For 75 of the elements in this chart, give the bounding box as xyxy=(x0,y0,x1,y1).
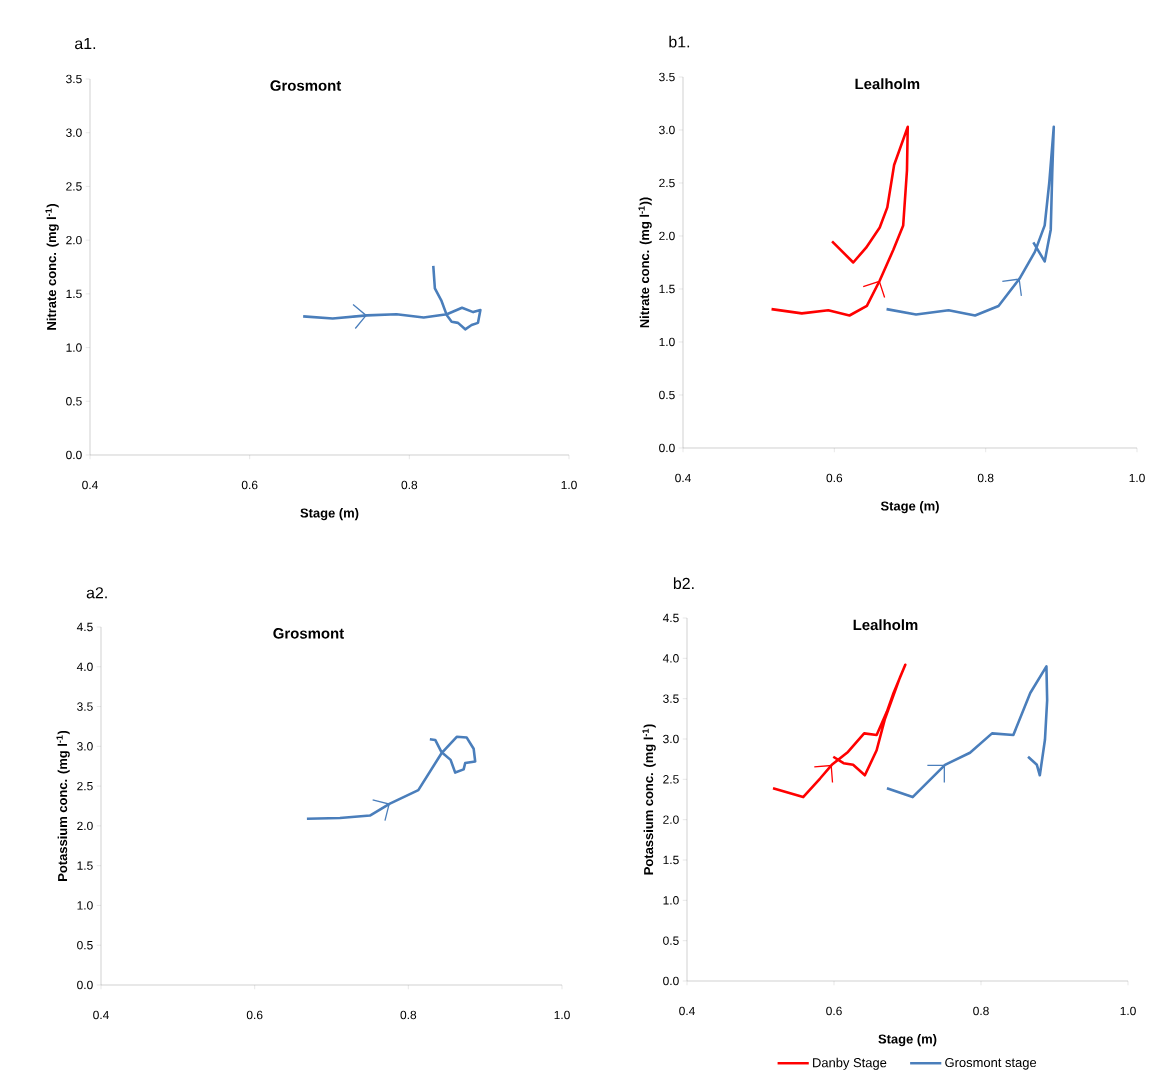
y-tick-label: 0.0 xyxy=(659,443,675,453)
y-tick-label: 0.5 xyxy=(663,936,679,945)
x-axis-title: Stage (m) xyxy=(880,501,939,514)
y-tick-label: 4.0 xyxy=(76,662,93,671)
y-tick-label: 3.5 xyxy=(663,694,679,703)
x-tick-label: 0.8 xyxy=(977,473,994,483)
chart-title: Grosmont xyxy=(273,628,344,639)
y-axis-title: Potassium conc. (mg l$^{-1}$) xyxy=(642,724,656,875)
line-series xyxy=(770,125,910,317)
x-tick-label: 0.6 xyxy=(241,480,258,490)
y-tick-label: 2.5 xyxy=(77,781,93,791)
x-tick-label: 0.4 xyxy=(679,1006,695,1016)
y-tick-label: 1.5 xyxy=(77,861,93,870)
text: a1. xyxy=(75,38,96,50)
y-axis-title: Nitrate conc. (mg l$^{-1}$) xyxy=(45,204,59,330)
chart-title: Grosmont xyxy=(270,80,342,91)
y-tick-label: 2.5 xyxy=(663,775,679,784)
y-tick-label: 1.0 xyxy=(659,337,675,347)
y-tick-label: 0.0 xyxy=(77,980,93,990)
x-tick-label: 0.8 xyxy=(400,1010,417,1020)
text: b1. xyxy=(669,35,690,48)
x-tick-label: 0.6 xyxy=(826,1006,842,1016)
y-tick-label: 0.5 xyxy=(66,397,82,406)
y-axis-title: Nitrate conc. (mg l$^{-1}$)) xyxy=(638,197,652,328)
line-series xyxy=(305,735,477,821)
x-tick-label: 0.6 xyxy=(246,1010,263,1020)
text: a2. xyxy=(86,587,107,599)
x-tick-label: 1.0 xyxy=(1129,473,1145,483)
y-tick-label: 3.0 xyxy=(659,125,675,135)
y-tick-label: 3.5 xyxy=(77,702,93,711)
y-tick-label: 2.0 xyxy=(66,235,82,245)
x-tick-label: 0.8 xyxy=(973,1006,989,1016)
line-series xyxy=(771,663,907,799)
y-tick-label: 1.0 xyxy=(77,901,93,910)
line-series xyxy=(885,665,1049,799)
chart-title: Lealholm xyxy=(855,78,920,90)
y-tick-label: 4.0 xyxy=(662,654,679,663)
x-tick-label: 1.0 xyxy=(1120,1006,1136,1016)
x-tick-label: 1.0 xyxy=(561,480,577,490)
line-series xyxy=(885,125,1056,317)
y-tick-label: 2.0 xyxy=(659,231,675,241)
y-tick-label: 3.5 xyxy=(66,74,82,84)
y-tick-label: 3.0 xyxy=(66,128,82,137)
y-tick-label: 0.0 xyxy=(66,450,82,460)
x-axis-title: Stage (m) xyxy=(300,508,359,521)
y-tick-label: 0.5 xyxy=(659,390,675,400)
x-tick-label: 0.4 xyxy=(675,473,691,483)
chart-title: Lealholm xyxy=(853,619,918,631)
line-series xyxy=(301,264,482,331)
x-axis-title: Stage (m) xyxy=(878,1034,937,1047)
text: b2. xyxy=(673,577,694,590)
y-tick-label: 3.0 xyxy=(77,742,93,751)
y-tick-label: 1.5 xyxy=(663,855,679,865)
x-tick-label: 1.0 xyxy=(554,1010,570,1020)
legend-label: Grosmont stage xyxy=(945,1057,1037,1070)
legend-label: Danby Stage xyxy=(813,1057,887,1070)
y-tick-label: 1.0 xyxy=(66,343,82,352)
y-tick-label: 0.0 xyxy=(663,976,679,986)
y-tick-label: 3.0 xyxy=(663,734,679,744)
x-tick-label: 0.6 xyxy=(826,473,843,483)
y-tick-label: 2.5 xyxy=(66,182,82,191)
y-tick-label: 3.5 xyxy=(659,72,675,82)
y-tick-label: 2.0 xyxy=(77,821,93,831)
y-tick-label: 0.5 xyxy=(77,940,93,950)
y-tick-label: 1.5 xyxy=(66,289,82,299)
x-tick-label: 0.4 xyxy=(93,1010,109,1020)
x-tick-label: 0.8 xyxy=(401,480,418,490)
y-axis-title: Potassium conc. (mg l$^{-1}$) xyxy=(56,730,70,881)
y-tick-label: 4.5 xyxy=(76,622,93,632)
y-tick-label: 2.5 xyxy=(659,178,675,188)
y-tick-label: 1.0 xyxy=(663,896,679,905)
y-tick-label: 4.5 xyxy=(662,613,679,623)
y-tick-label: 1.5 xyxy=(659,284,675,294)
y-tick-label: 2.0 xyxy=(663,815,679,824)
x-tick-label: 0.4 xyxy=(82,480,98,490)
